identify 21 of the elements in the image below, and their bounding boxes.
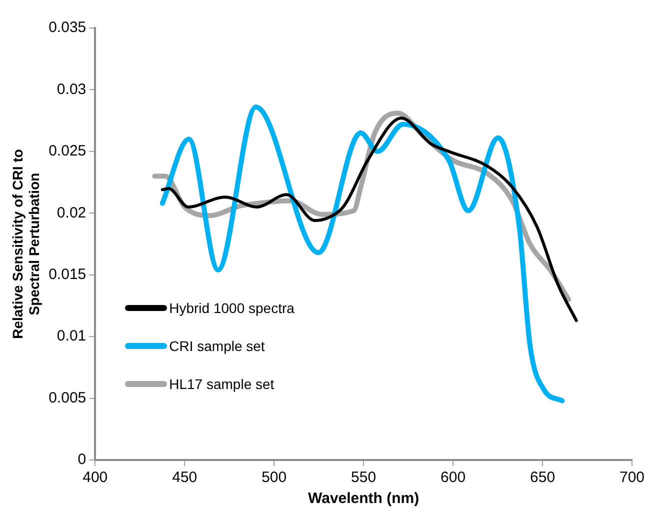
legend-label: CRI sample set [169, 338, 265, 354]
line-series [160, 116, 578, 322]
y-tick-label: 0.02 [56, 204, 86, 222]
y-tick-label: 0.025 [48, 142, 86, 160]
x-tick-label: 700 [619, 469, 645, 486]
y-tick-label: 0.035 [48, 19, 86, 36]
legend-label: Hybrid 1000 spectra [169, 300, 294, 316]
x-axis-title: Wavelenth (nm) [308, 490, 420, 508]
y-tick-label: 0.005 [48, 389, 86, 406]
y-tick-label: 0.015 [48, 266, 86, 283]
legend-label: HL17 sample set [169, 376, 274, 392]
x-tick-label: 500 [262, 469, 287, 486]
x-tick-label: 650 [530, 469, 556, 486]
y-tick-label: 0.01 [56, 328, 86, 345]
x-tick-label: 550 [351, 469, 376, 486]
y-tick-label: 0 [78, 451, 86, 468]
y-tick-label: 0.03 [56, 80, 86, 98]
x-tick-label: 450 [172, 469, 198, 486]
x-tick-label: 400 [82, 469, 108, 486]
x-tick-label: 600 [440, 469, 466, 486]
y-axis-title: Relative Sensitivity of CRI to Spectral Perturbation [9, 149, 42, 339]
